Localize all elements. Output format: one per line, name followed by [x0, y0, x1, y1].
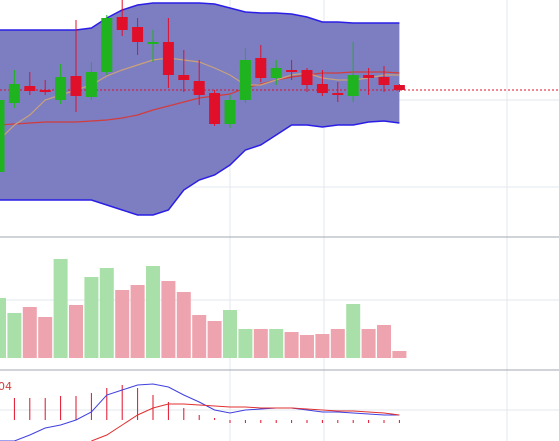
candle-body	[39, 90, 51, 92]
volume-bar	[269, 329, 284, 358]
volume-bar	[253, 329, 268, 358]
candle-body	[55, 77, 67, 100]
upper-band	[0, 2, 400, 31]
candle-body	[239, 60, 251, 100]
candle-body	[255, 58, 267, 78]
candle-body	[286, 70, 298, 72]
volume-bar	[330, 329, 345, 358]
volume-bar	[69, 305, 83, 358]
candle-body	[0, 100, 5, 172]
volume-bar	[284, 332, 299, 358]
candle-body	[8, 84, 20, 103]
candle-body	[301, 70, 313, 85]
candle-body	[209, 93, 221, 124]
candle-body	[162, 42, 174, 75]
volume-bar	[315, 334, 330, 358]
candle-body	[316, 84, 328, 93]
candle-body	[101, 18, 113, 72]
volume-bar	[346, 304, 361, 358]
volume-bar	[176, 292, 191, 358]
band-fill	[0, 3, 400, 215]
dea-line	[91, 403, 400, 441]
candle-body	[85, 72, 97, 97]
candle-body	[132, 27, 144, 42]
volume-bar	[192, 315, 207, 358]
volume-bar	[0, 298, 6, 358]
candle-body	[332, 93, 344, 95]
candle-body	[24, 86, 36, 91]
candle-body	[363, 75, 375, 78]
volume-bar	[238, 329, 253, 358]
candle-body	[378, 77, 390, 85]
candle-body	[224, 100, 236, 124]
candle-body	[178, 75, 190, 80]
volume-bar	[207, 321, 222, 358]
candle-body	[193, 81, 205, 95]
volume-bar	[392, 351, 407, 358]
candle-body	[270, 68, 282, 78]
dif-line	[0, 383, 400, 441]
volume-bar	[130, 285, 145, 358]
volume-bar	[99, 268, 114, 358]
candle-body	[393, 85, 405, 90]
volume-bar	[161, 281, 176, 358]
candle-body	[147, 42, 159, 44]
volume-bar	[377, 325, 391, 358]
volume-bar	[223, 310, 237, 358]
volume-bar	[38, 317, 53, 358]
candle-body	[347, 75, 359, 96]
volume-bar	[115, 290, 130, 358]
volume-bar	[300, 335, 314, 358]
volume-bar	[146, 266, 160, 358]
volume-bar	[361, 329, 376, 358]
volume-bar	[53, 259, 68, 358]
candle-body	[70, 76, 82, 96]
volume-bar	[84, 277, 99, 358]
candle-body	[116, 17, 128, 30]
lower-band	[0, 120, 400, 216]
volume-bar	[22, 307, 37, 358]
volume-bar	[7, 313, 22, 358]
macd-label: 04	[0, 380, 12, 393]
